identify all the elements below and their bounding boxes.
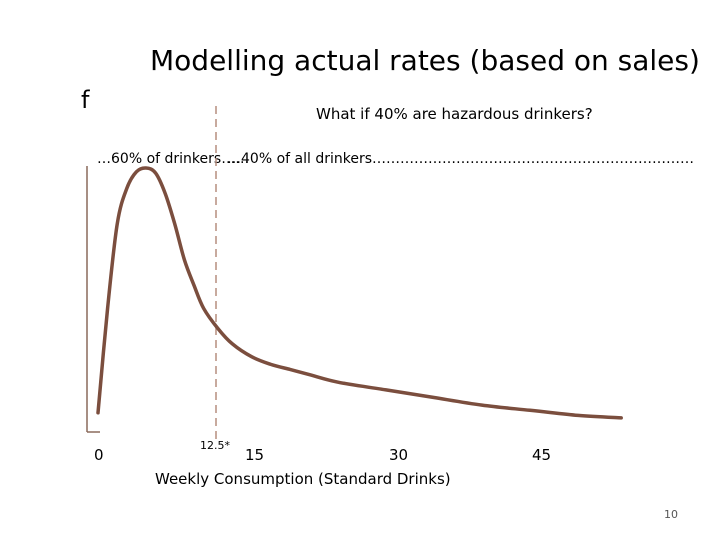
annotation-60-percent: …60% of drinkers…… <box>97 151 250 167</box>
y-axis-label: f <box>81 86 90 114</box>
distribution-curve <box>96 166 623 420</box>
chart-subtitle: What if 40% are hazardous drinkers? <box>316 105 593 123</box>
slide-title: Modelling actual rates (based on sales) <box>150 44 700 77</box>
page-number: 10 <box>664 508 678 521</box>
x-tick-30: 30 <box>389 446 409 464</box>
x-tick-0: 0 <box>94 446 104 464</box>
x-tick-45: 45 <box>532 446 552 464</box>
x-tick-15: 15 <box>245 446 265 464</box>
annotation-40-percent: …40% of all drinkers……………………………………………………… <box>227 151 694 167</box>
threshold-label: 12.5* <box>200 439 230 452</box>
x-axis-label: Weekly Consumption (Standard Drinks) <box>155 470 451 488</box>
